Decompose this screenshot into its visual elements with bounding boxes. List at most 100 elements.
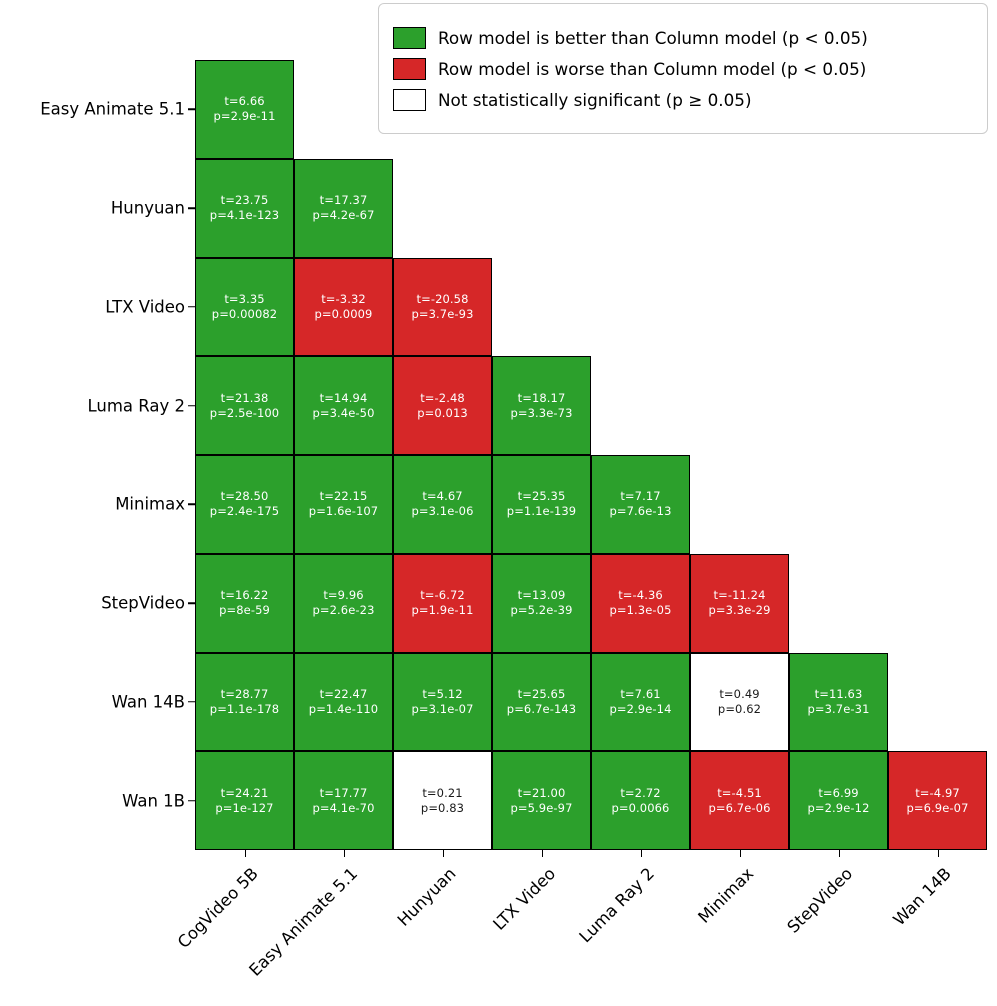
- matrix-cell: t=25.35 p=1.1e-139: [492, 455, 591, 554]
- p-value: p=2.4e-175: [209, 504, 280, 519]
- p-value: p=0.0009: [314, 306, 373, 321]
- t-value: t=25.35: [517, 489, 566, 504]
- legend-box: Row model is better than Column model (p…: [378, 3, 988, 134]
- x-axis-tick: [541, 850, 543, 857]
- t-value: t=17.37: [319, 193, 368, 208]
- matrix-cell: t=28.50 p=2.4e-175: [195, 455, 294, 554]
- p-value: p=3.7e-93: [411, 306, 474, 321]
- legend-swatch-white: [393, 88, 426, 111]
- matrix-cell: t=17.37 p=4.2e-67: [294, 158, 393, 258]
- p-value: p=5.9e-97: [510, 800, 573, 815]
- p-value: p=1.9e-11: [411, 603, 474, 618]
- matrix-cell: t=-4.51 p=6.7e-06: [690, 751, 789, 850]
- matrix-cell: t=-11.24 p=3.3e-29: [690, 553, 789, 653]
- p-value: p=1.1e-139: [506, 504, 577, 519]
- matrix-cell: t=-4.36 p=1.3e-05: [591, 553, 690, 653]
- matrix-cell: t=21.00 p=5.9e-97: [492, 751, 591, 850]
- matrix-cell: t=22.47 p=1.4e-110: [294, 652, 393, 752]
- matrix-cell: t=16.22 p=8e-59: [195, 553, 294, 653]
- p-value: p=3.4e-50: [312, 405, 375, 420]
- t-value: t=6.99: [818, 785, 859, 800]
- p-value: p=6.7e-143: [506, 701, 577, 716]
- matrix-cell: t=23.75 p=4.1e-123: [195, 158, 294, 258]
- x-axis-label: CogVideo 5B: [173, 864, 262, 952]
- t-value: t=24.21: [220, 785, 269, 800]
- matrix-cell: t=7.17 p=7.6e-13: [591, 455, 690, 554]
- t-value: t=-2.48: [420, 390, 465, 405]
- matrix-cell: t=9.96 p=2.6e-23: [294, 553, 393, 653]
- matrix-cell: t=6.99 p=2.9e-12: [789, 751, 888, 850]
- t-value: t=0.21: [422, 785, 463, 800]
- y-axis-tick: [188, 701, 195, 703]
- t-value: t=0.49: [719, 686, 760, 701]
- p-value: p=3.1e-07: [411, 701, 474, 716]
- p-value: p=2.9e-14: [609, 701, 672, 716]
- p-value: p=2.6e-23: [312, 603, 375, 618]
- p-value: p=0.013: [417, 405, 468, 420]
- y-axis-label: Minimax: [115, 494, 185, 514]
- t-value: t=3.35: [224, 291, 265, 306]
- t-value: t=17.77: [319, 785, 368, 800]
- matrix-cell: t=0.49 p=0.62: [690, 652, 789, 752]
- t-value: t=4.67: [422, 489, 463, 504]
- p-value: p=0.83: [420, 800, 465, 815]
- y-axis-tick: [188, 799, 195, 802]
- matrix-cell: t=-2.48 p=0.013: [393, 356, 492, 455]
- y-axis-tick: [188, 306, 195, 308]
- p-value: p=0.00082: [211, 306, 278, 321]
- y-axis-tick: [188, 602, 195, 604]
- legend-swatch-red: [393, 57, 426, 80]
- t-value: t=11.63: [814, 686, 863, 701]
- p-value: p=1.1e-178: [209, 701, 280, 716]
- x-axis-label: LTX Video: [489, 864, 559, 934]
- p-value: p=1.4e-110: [308, 701, 379, 716]
- matrix-cell: t=0.21 p=0.83: [393, 751, 492, 850]
- matrix-cell: t=14.94 p=3.4e-50: [294, 356, 393, 455]
- x-axis-label: Hunyuan: [394, 864, 460, 930]
- p-value: p=1.3e-05: [609, 603, 672, 618]
- t-value: t=5.12: [422, 686, 463, 701]
- y-axis-label: Hunyuan: [110, 198, 185, 218]
- x-axis-tick: [343, 850, 345, 857]
- p-value: p=4.1e-70: [312, 800, 375, 815]
- x-axis-label: Luma Ray 2: [575, 864, 658, 947]
- legend-entry-not-significant: Not statistically significant (p ≥ 0.05): [393, 88, 973, 111]
- p-value: p=0.62: [717, 701, 762, 716]
- p-value: p=0.0066: [611, 800, 670, 815]
- t-value: t=-11.24: [713, 588, 766, 603]
- matrix-cell: t=21.38 p=2.5e-100: [195, 356, 294, 455]
- legend-entry-better: Row model is better than Column model (p…: [393, 26, 973, 49]
- p-value: p=4.2e-67: [312, 208, 375, 223]
- matrix-cell: t=13.09 p=5.2e-39: [492, 553, 591, 653]
- t-value: t=-4.97: [915, 785, 960, 800]
- t-value: t=28.50: [220, 489, 269, 504]
- p-value: p=1e-127: [215, 800, 274, 815]
- y-axis-tick: [188, 108, 195, 111]
- t-value: t=21.38: [220, 390, 269, 405]
- p-value: p=2.9e-11: [213, 109, 276, 124]
- t-value: t=25.65: [517, 686, 566, 701]
- x-axis-tick: [244, 850, 246, 857]
- t-value: t=9.96: [323, 588, 364, 603]
- legend-label-worse: Row model is worse than Column model (p …: [438, 58, 867, 79]
- matrix-cell: t=22.15 p=1.6e-107: [294, 455, 393, 554]
- matrix-cell: t=5.12 p=3.1e-07: [393, 652, 492, 752]
- t-value: t=22.15: [319, 489, 368, 504]
- p-value: p=2.5e-100: [209, 405, 280, 420]
- matrix-cell: t=24.21 p=1e-127: [195, 751, 294, 850]
- t-value: t=6.66: [224, 94, 265, 109]
- legend-swatch-green: [393, 26, 426, 49]
- matrix-cell: t=7.61 p=2.9e-14: [591, 652, 690, 752]
- y-axis-tick: [188, 207, 195, 209]
- matrix-cell: t=2.72 p=0.0066: [591, 751, 690, 850]
- p-value: p=6.7e-06: [708, 800, 771, 815]
- t-value: t=-3.32: [321, 291, 366, 306]
- legend-entry-worse: Row model is worse than Column model (p …: [393, 57, 973, 80]
- p-value: p=1.6e-107: [308, 504, 379, 519]
- p-value: p=3.3e-73: [510, 405, 573, 420]
- x-axis-label: Minimax: [694, 864, 757, 927]
- y-axis-label: Wan 14B: [111, 692, 185, 712]
- matrix-cell: t=17.77 p=4.1e-70: [294, 751, 393, 850]
- p-value: p=3.7e-31: [807, 701, 870, 716]
